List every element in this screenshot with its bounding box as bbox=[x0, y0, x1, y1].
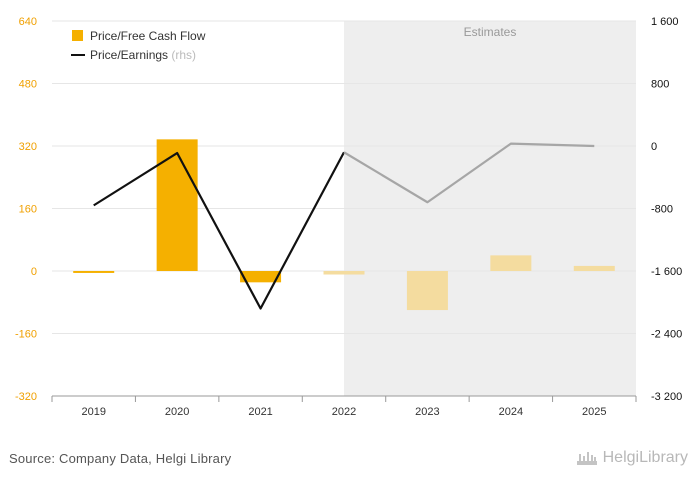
x-tick-label: 2024 bbox=[499, 406, 523, 418]
x-tick-label: 2025 bbox=[582, 406, 606, 418]
source-note: Source: Company Data, Helgi Library bbox=[9, 451, 232, 466]
estimates-label: Estimates bbox=[464, 25, 517, 39]
library-logo-icon bbox=[576, 452, 597, 465]
y-right-tick-label: -1 600 bbox=[651, 266, 682, 278]
y-right-tick-label: 0 bbox=[651, 141, 657, 153]
y-right-tick-label: 1 600 bbox=[651, 16, 679, 28]
y-left-tick-label: 0 bbox=[31, 266, 37, 278]
bar bbox=[156, 139, 198, 271]
y-left-tick-label: 320 bbox=[19, 141, 37, 153]
line-series bbox=[93, 142, 595, 310]
y-left-tick-label: 640 bbox=[19, 16, 37, 28]
line-estimate bbox=[343, 142, 595, 204]
y-right-tick-label: -3 200 bbox=[651, 391, 682, 403]
y-left-tick-label: -160 bbox=[15, 329, 37, 341]
y-right-tick-label: -800 bbox=[651, 204, 673, 216]
bar bbox=[240, 271, 282, 283]
x-tick-label: 2020 bbox=[165, 406, 189, 418]
legend-bar-swatch bbox=[72, 30, 83, 41]
legend: Price/Free Cash Flow Price/Earnings (rhs… bbox=[71, 29, 206, 62]
legend-line-name: Price/Earnings bbox=[90, 48, 168, 62]
bar bbox=[573, 265, 615, 271]
bar bbox=[73, 271, 115, 273]
y-right-tick-label: 800 bbox=[651, 79, 669, 91]
y-left-tick-label: 480 bbox=[19, 79, 37, 91]
brand: HelgiLibrary bbox=[576, 449, 688, 467]
bar bbox=[490, 255, 532, 271]
y-right-tick-label: -2 400 bbox=[651, 329, 682, 341]
legend-line-suffix: (rhs) bbox=[171, 48, 196, 62]
y-left-tick-label: 160 bbox=[19, 204, 37, 216]
bar bbox=[323, 271, 365, 275]
legend-bar-label: Price/Free Cash Flow bbox=[90, 29, 206, 43]
x-tick-label: 2022 bbox=[332, 406, 356, 418]
y-left-tick-label: -320 bbox=[15, 391, 37, 403]
x-tick-label: 2021 bbox=[248, 406, 272, 418]
brand-name: HelgiLibrary bbox=[602, 449, 688, 466]
line-actual bbox=[93, 151, 345, 310]
x-tick-label: 2023 bbox=[415, 406, 439, 418]
legend-line-label: Price/Earnings (rhs) bbox=[90, 48, 196, 62]
bar bbox=[406, 271, 448, 311]
x-tick-label: 2019 bbox=[81, 406, 105, 418]
bar-series bbox=[73, 139, 615, 311]
